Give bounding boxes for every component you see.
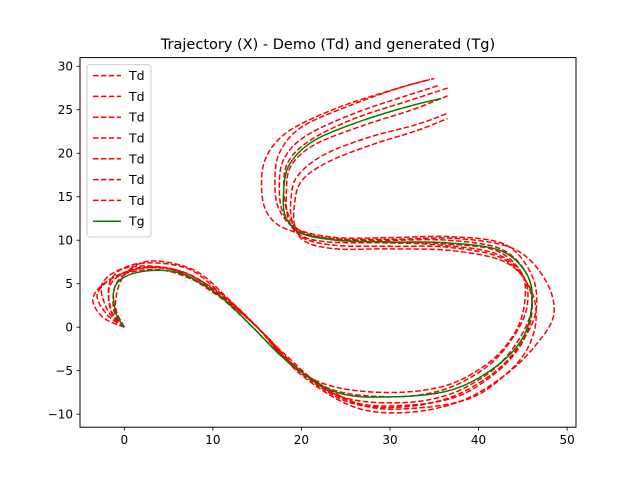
legend: Td Td Td Td Td Td Td Tg — [86, 64, 152, 238]
chart-title: Trajectory (X) - Demo (Td) and generated… — [160, 37, 495, 53]
series-line-td-7 — [107, 112, 533, 407]
legend-label: Td — [128, 68, 145, 83]
x-tick-label: 10 — [205, 433, 220, 447]
series-line-td-1 — [96, 87, 529, 398]
x-tick-label: 20 — [294, 433, 309, 447]
x-axis-ticks: 0 10 20 30 40 50 — [120, 427, 575, 447]
x-tick-label: 50 — [560, 433, 575, 447]
y-tick-label: −5 — [55, 364, 73, 378]
series-line-td-3 — [92, 95, 527, 394]
legend-label: Td — [128, 110, 145, 125]
y-tick-label: 15 — [58, 190, 73, 204]
y-tick-label: 20 — [58, 147, 73, 161]
series-line-td-5 — [100, 84, 534, 404]
series-line-td-4 — [114, 78, 555, 414]
axes-frame — [79, 57, 577, 428]
y-tick-label: 5 — [65, 277, 73, 291]
legend-label: Td — [128, 193, 145, 208]
legend-label: Td — [128, 131, 145, 146]
y-tick-label: 0 — [65, 320, 73, 334]
legend-label: Tg — [128, 214, 145, 229]
series-line-tg — [112, 97, 533, 398]
x-tick-label: 0 — [120, 433, 128, 447]
legend-label: Td — [128, 89, 145, 104]
y-tick-label: −10 — [48, 407, 73, 421]
y-axis-ticks: −10 −5 0 5 10 15 20 25 30 — [48, 60, 80, 421]
legend-label: Td — [128, 172, 145, 187]
x-tick-label: 40 — [471, 433, 486, 447]
x-tick-label: 30 — [382, 433, 397, 447]
legend-box — [86, 64, 152, 238]
y-tick-label: 10 — [58, 234, 73, 248]
legend-label: Td — [128, 151, 145, 166]
y-tick-label: 30 — [58, 60, 73, 74]
y-tick-label: 25 — [58, 103, 73, 117]
